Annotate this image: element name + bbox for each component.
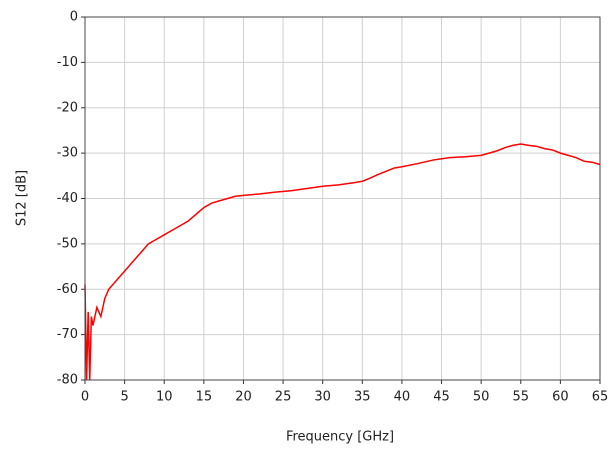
x-tick-label: 30 [314,390,331,405]
y-tick-label: -50 [57,236,78,251]
y-tick-label: 0 [70,10,78,25]
y-tick-label: -60 [57,282,78,297]
y-tick-label: -40 [57,191,78,206]
y-tick-label: -30 [57,146,78,161]
x-tick-label: 0 [81,390,89,405]
y-tick-label: -10 [57,55,78,70]
x-tick-label: 10 [156,390,173,405]
y-tick-label: -70 [57,327,78,342]
x-tick-label: 5 [120,390,128,405]
x-tick-label: 50 [473,390,490,405]
x-tick-label: 20 [235,390,252,405]
series-line [84,143,601,381]
x-tick-label: 40 [394,390,411,405]
x-axis-label: Frequency [GHz] [286,430,394,445]
x-tick-label: 45 [433,390,450,405]
x-tick-label: 15 [196,390,213,405]
y-tick-label: -20 [57,100,78,115]
y-tick-label: -80 [57,373,78,388]
x-tick-label: 25 [275,390,292,405]
x-tick-label: 65 [592,390,609,405]
x-tick-label: 55 [512,390,529,405]
y-axis-label: S12 [dB] [15,170,30,226]
x-tick-label: 35 [354,390,371,405]
x-tick-label: 60 [552,390,569,405]
plot-border [84,16,601,381]
